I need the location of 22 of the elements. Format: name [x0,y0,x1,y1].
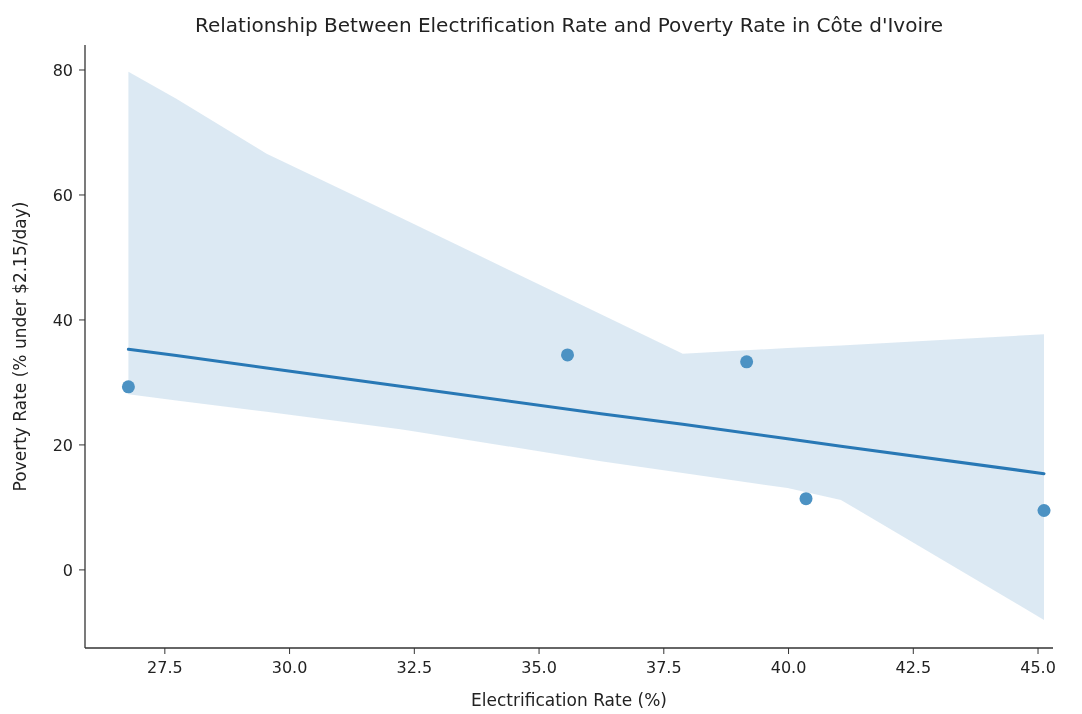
x-tick-label: 27.5 [147,658,183,677]
y-tick-label: 0 [62,560,73,580]
x-tick-label: 30.0 [271,658,308,677]
x-tick-label: 35.0 [521,658,557,677]
point [1037,504,1051,518]
y-axis-title: Poverty Rate (% under $2.15/day) [10,201,30,492]
x-tick-label: 45.0 [1020,658,1056,677]
x-tick-label: 32.5 [396,658,433,677]
point [121,380,135,394]
chart-title: Relationship Between Electrification Rate and Poverty Rate in Côte d'Ivoire [194,13,944,37]
x-tick-label: 37.5 [645,658,682,677]
y-tick-label: 80 [52,60,73,80]
line-series [126,347,1046,476]
y-tick-label: 20 [52,435,73,455]
x-tick-label: 42.5 [895,658,932,677]
point [561,348,574,362]
x-tick-label: 40.0 [770,658,807,677]
y-tick-label: 40 [52,310,73,330]
x-axis-title: Electrification Rate (%) [471,690,667,710]
point [799,492,813,506]
point [740,355,754,369]
y-tick-label: 60 [52,185,73,205]
